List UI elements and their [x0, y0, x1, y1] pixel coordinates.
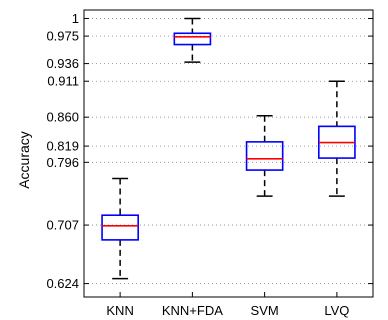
plot-frame — [83, 9, 374, 298]
y-tick-label: 0.819 — [46, 139, 79, 154]
box-iqr — [245, 141, 284, 171]
y-tick-label: 0.936 — [46, 56, 79, 71]
y-axis-title: Accuracy — [16, 131, 32, 189]
y-tick-label: 0.860 — [46, 110, 79, 125]
boxes — [101, 17, 356, 280]
y-tick-label: 0.911 — [47, 74, 79, 89]
y-tick-label: 0.624 — [46, 276, 79, 291]
x-tick-label: LVQ — [324, 303, 349, 318]
y-tick-label: 1 — [72, 11, 79, 26]
x-tick-label: SVM — [251, 303, 279, 318]
grid-lines — [84, 18, 373, 285]
y-tick-label: 0.975 — [46, 29, 79, 44]
x-tick-label: KNN+FDA — [162, 303, 223, 318]
y-tick-label: 0.707 — [46, 218, 79, 233]
x-tick-label: KNN — [106, 303, 133, 318]
x-axis-ticks: KNN KNN+FDA SVM LVQ — [106, 292, 349, 318]
box-iqr — [101, 214, 139, 241]
y-tick-label: 0.796 — [46, 155, 79, 170]
box-iqr — [173, 32, 212, 46]
